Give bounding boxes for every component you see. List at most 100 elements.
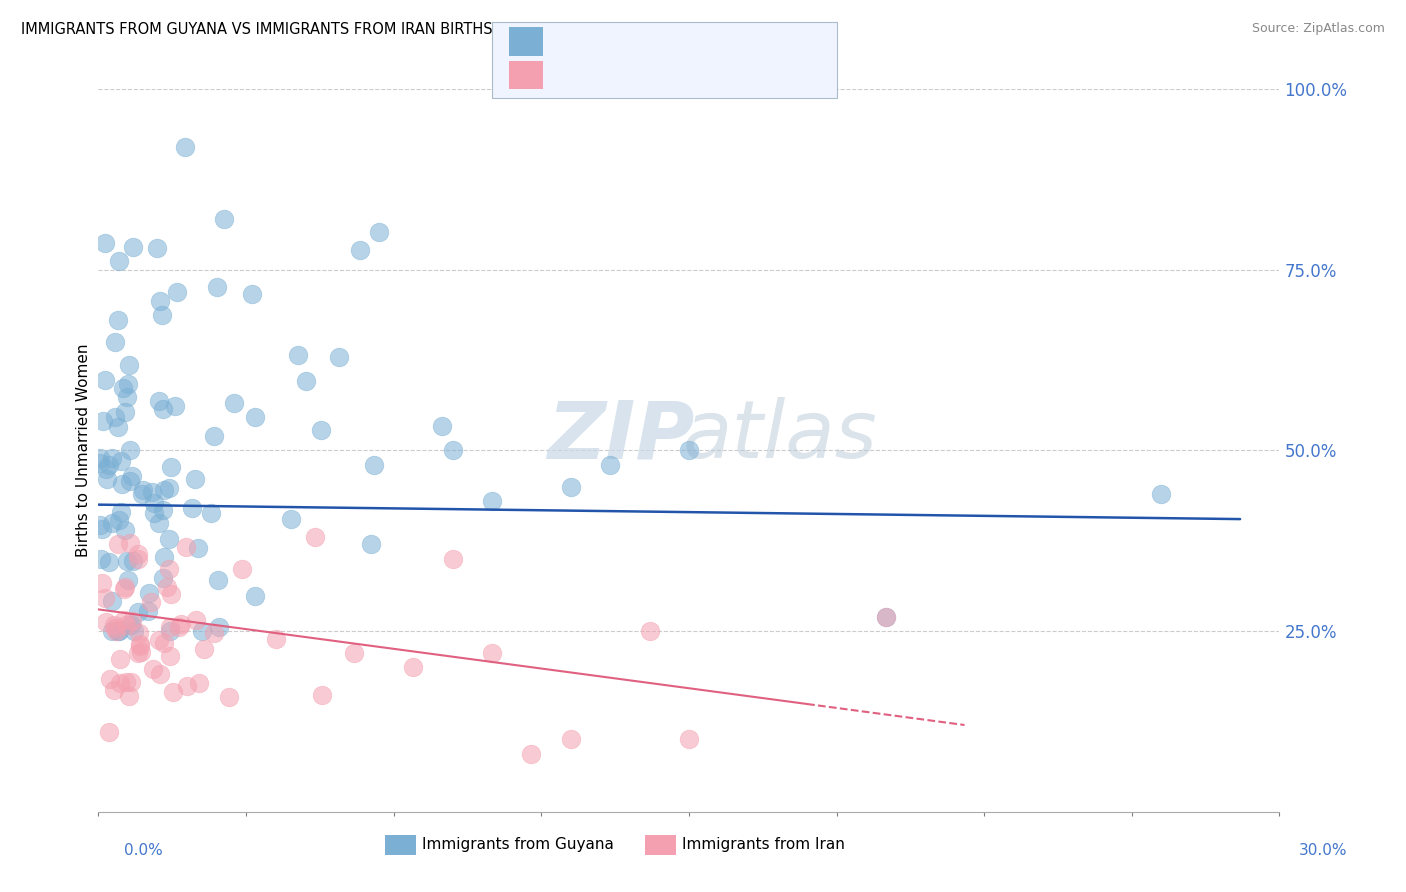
Point [127,605,149,619]
Point [159,620,181,634]
Point [122,554,145,568]
Point [205,280,228,294]
Point [97,555,120,569]
Point [678,732,700,747]
Point [159,649,181,664]
Point [120,474,142,488]
Y-axis label: Births to Unmarried Women: Births to Unmarried Women [76,343,91,558]
Point [141,485,163,500]
Point [103,682,125,697]
Text: Source: ZipAtlas.com: Source: ZipAtlas.com [1251,22,1385,36]
Point [169,616,191,631]
Point [311,423,333,437]
Point [208,620,231,634]
Point [121,618,143,632]
Point [153,550,176,565]
Point [112,381,135,395]
Point [94,373,117,387]
Point [875,609,897,624]
Point [328,351,350,365]
Point [294,374,316,388]
Point [218,690,240,705]
Point [402,660,425,674]
Point [94,591,117,606]
Point [118,536,141,550]
Point [875,609,897,624]
Point [117,573,139,587]
Point [343,646,366,660]
Point [121,240,143,254]
Point [481,646,503,660]
Point [240,286,263,301]
Point [129,639,152,653]
Point [1150,487,1173,501]
Point [280,511,302,525]
Point [363,458,385,472]
Point [243,409,266,424]
Point [157,481,180,495]
Point [163,399,186,413]
Point [89,450,111,465]
Point [204,429,226,443]
Point [114,618,136,632]
Point [159,624,181,639]
Point [101,451,124,466]
Point [94,235,117,250]
Point [112,613,135,627]
Point [142,496,165,510]
Point [560,732,582,747]
Point [117,391,139,405]
Point [311,688,333,702]
Point [599,458,621,472]
Point [117,554,139,568]
Point [101,516,124,530]
Point [127,547,149,561]
Text: atlas: atlas [683,397,877,475]
Text: 0.0%: 0.0% [124,843,163,857]
Point [191,624,214,639]
Point [174,140,197,154]
Point [118,359,141,373]
Point [176,540,198,554]
Point [160,459,183,474]
Point [149,294,172,309]
Point [243,589,266,603]
Point [98,672,121,686]
Point [441,551,464,566]
Point [222,396,245,410]
Point [167,620,190,634]
Point [231,561,253,575]
Point [98,724,121,739]
Point [150,308,173,322]
Point [200,507,222,521]
Point [520,747,543,761]
Point [187,676,209,690]
Point [176,679,198,693]
Point [193,641,215,656]
Point [131,645,153,659]
Point [101,624,124,639]
Point [157,562,180,576]
Point [90,551,112,566]
Point [104,621,127,635]
Point [127,646,149,660]
Point [107,624,129,639]
Point [131,483,153,497]
Text: R = -0.053  N = 98: R = -0.053 N = 98 [553,36,710,54]
Point [121,469,143,483]
Point [114,524,136,538]
Text: Immigrants from Guyana: Immigrants from Guyana [422,837,613,852]
Point [110,651,132,665]
Point [146,241,169,255]
Point [104,409,127,424]
Point [207,573,229,587]
Point [127,551,149,566]
Point [117,689,139,703]
Point [118,442,141,457]
Point [101,594,124,608]
Point [180,500,202,515]
Point [104,334,127,349]
Point [162,685,184,699]
Point [560,480,582,494]
Point [104,624,127,638]
